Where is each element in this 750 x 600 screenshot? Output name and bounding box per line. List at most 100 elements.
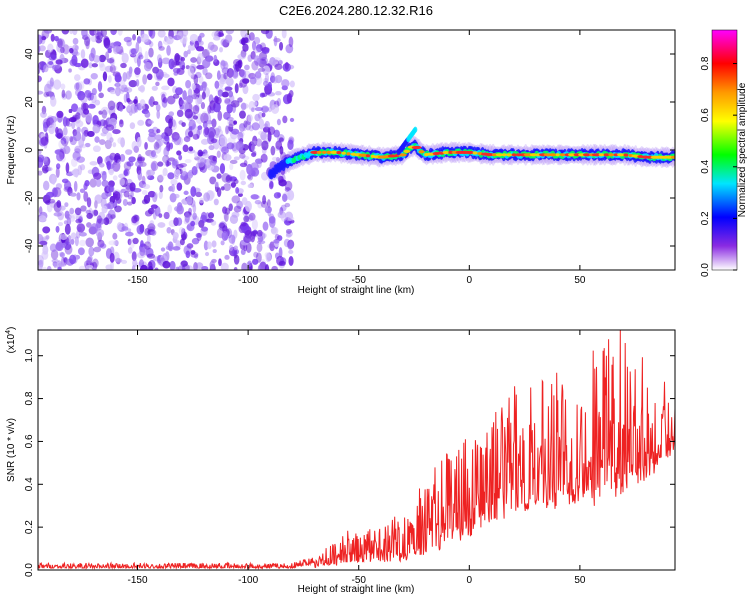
noise-cell	[274, 63, 283, 70]
noise-cell	[270, 227, 277, 234]
noise-cell	[278, 59, 283, 65]
noise-cell	[180, 260, 188, 267]
noise-cell	[70, 215, 76, 222]
noise-cell	[156, 54, 162, 63]
noise-cell	[100, 30, 108, 38]
noise-cell	[224, 99, 232, 105]
noise-cell	[228, 90, 234, 98]
noise-cell	[153, 141, 160, 150]
noise-cell	[48, 54, 57, 61]
noise-cell	[254, 199, 262, 205]
noise-cell	[264, 120, 270, 129]
noise-cell	[243, 215, 250, 223]
noise-cell	[217, 110, 223, 121]
noise-cell	[49, 77, 54, 87]
noise-cell	[270, 72, 276, 84]
noise-cell	[65, 162, 70, 174]
noise-cell	[76, 192, 81, 201]
signal-spur	[413, 126, 418, 133]
signal-peak	[403, 149, 411, 153]
snr-x-tick-label: -100	[238, 575, 258, 586]
noise-cell	[63, 220, 68, 225]
noise-cell	[235, 140, 244, 152]
noise-cell	[53, 263, 58, 269]
noise-cell	[233, 156, 240, 161]
noise-cell	[60, 46, 65, 54]
noise-cell	[137, 156, 146, 162]
noise-cell	[125, 149, 133, 155]
noise-cell	[127, 247, 133, 254]
noise-cell	[175, 266, 180, 270]
noise-cell	[251, 218, 258, 230]
noise-cell	[214, 95, 219, 104]
noise-cell	[142, 184, 151, 190]
noise-cell	[216, 70, 221, 81]
noise-cell	[56, 110, 64, 119]
noise-cell	[250, 140, 259, 145]
noise-cell	[278, 260, 286, 267]
spectrogram-y-tick-label: -20	[24, 190, 35, 205]
signal-peak	[326, 150, 333, 154]
noise-cell	[224, 97, 231, 104]
noise-cell	[203, 192, 211, 202]
noise-cell	[176, 182, 183, 191]
noise-cell	[192, 212, 197, 220]
noise-cell	[253, 101, 258, 106]
noise-cell	[285, 233, 292, 238]
noise-cell	[71, 169, 80, 175]
noise-cell	[98, 139, 106, 145]
noise-cell	[190, 57, 198, 63]
noise-cell	[186, 49, 191, 55]
noise-cell	[75, 112, 81, 120]
noise-cell	[100, 106, 110, 116]
noise-cell	[233, 245, 238, 251]
noise-cell	[281, 30, 287, 39]
noise-cell	[264, 252, 270, 258]
noise-cell	[180, 173, 188, 181]
noise-cell	[49, 243, 57, 252]
noise-cell	[46, 61, 55, 69]
noise-cell	[47, 167, 53, 172]
noise-cell	[246, 174, 252, 180]
noise-cell	[141, 199, 148, 205]
noise-cell	[93, 172, 102, 180]
noise-cell	[74, 145, 83, 154]
noise-cell	[231, 128, 240, 135]
snr-y-tick-label: 1.0	[24, 348, 35, 362]
noise-cell	[190, 250, 196, 255]
noise-cell	[237, 53, 246, 60]
noise-cell	[219, 222, 226, 229]
noise-cell	[280, 204, 287, 212]
noise-cell	[190, 220, 196, 227]
noise-cell	[108, 168, 114, 174]
noise-cell	[240, 102, 247, 111]
noise-cell	[39, 240, 48, 246]
noise-cell	[74, 236, 79, 247]
noise-cell	[134, 67, 141, 76]
noise-cell	[257, 264, 262, 270]
noise-cell	[72, 37, 79, 45]
noise-cell	[286, 93, 293, 104]
noise-cell	[78, 137, 85, 148]
signal-peak	[387, 154, 397, 158]
noise-cell	[117, 137, 124, 145]
noise-cell	[185, 250, 191, 259]
noise-cell	[139, 246, 146, 257]
noise-cell	[167, 77, 175, 87]
noise-cell	[164, 134, 169, 142]
noise-cell	[206, 189, 214, 201]
noise-cell	[74, 62, 82, 68]
noise-cell	[264, 264, 270, 270]
noise-cell	[211, 118, 217, 128]
noise-cell	[261, 140, 269, 151]
noise-cell	[227, 116, 236, 128]
signal-peak	[418, 150, 425, 154]
noise-cell	[270, 226, 279, 235]
noise-cell	[95, 32, 104, 40]
signal-peak	[670, 155, 675, 159]
noise-cell	[136, 56, 141, 68]
noise-cell	[250, 194, 259, 200]
noise-cell	[196, 232, 202, 242]
noise-cell	[38, 44, 41, 54]
noise-cell	[233, 254, 240, 265]
